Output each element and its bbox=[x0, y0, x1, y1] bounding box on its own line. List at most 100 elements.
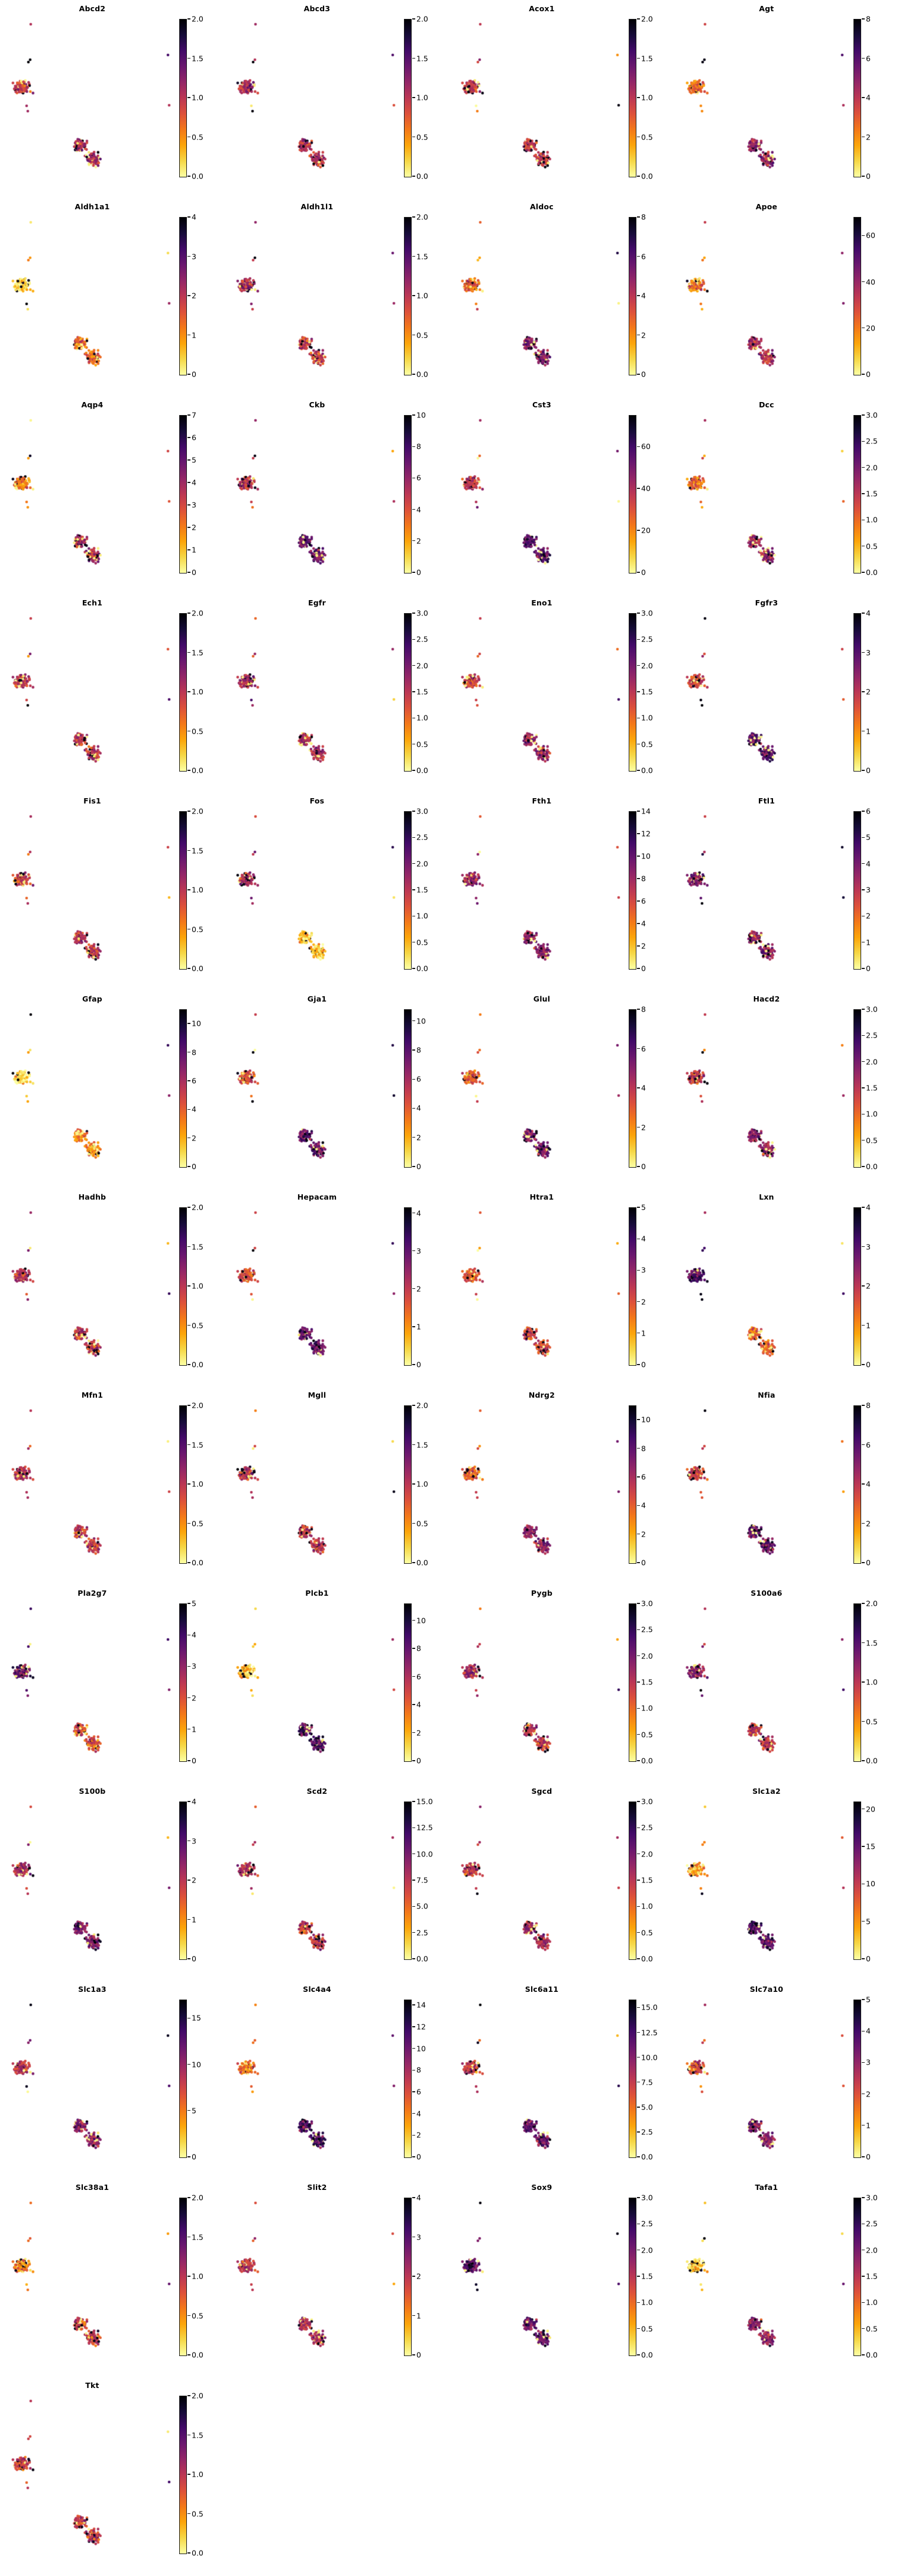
expression-colorbar bbox=[179, 217, 187, 375]
colorbar-tick-label: 2.0 bbox=[192, 2391, 203, 2400]
umap-scatter-canvas bbox=[0, 1386, 225, 1585]
colorbar-tick-label: 8 bbox=[641, 874, 646, 883]
colorbar-tick-label: 14 bbox=[641, 806, 651, 816]
colorbar-tick-mark bbox=[862, 2354, 865, 2355]
colorbar-tick-label: 0.5 bbox=[192, 1519, 203, 1528]
colorbar-tick-mark bbox=[637, 945, 640, 947]
colorbar-tick-label: 1.5 bbox=[641, 54, 653, 63]
colorbar-tick-label: 8 bbox=[416, 2065, 421, 2075]
colorbar-tick-label: 2 bbox=[192, 1133, 196, 1143]
colorbar-tick-mark bbox=[412, 2091, 415, 2092]
expression-colorbar bbox=[629, 1405, 636, 1564]
feature-panel-dcc: Dcc 3.0 2.5 2.0 1.5 1.0 0.5 0.0 bbox=[674, 396, 899, 594]
gene-title: Slc4a4 bbox=[303, 1985, 331, 1994]
colorbar-tick-mark bbox=[862, 1444, 865, 1446]
gene-title: Nfia bbox=[758, 1391, 775, 1399]
colorbar-tick-mark bbox=[187, 1666, 190, 1667]
colorbar-tick-label: 2.5 bbox=[641, 2219, 653, 2228]
colorbar-tick-label: 1.5 bbox=[192, 1242, 203, 1251]
gene-title: Pygb bbox=[531, 1589, 553, 1598]
colorbar-tick-label: 2 bbox=[641, 1123, 646, 1132]
colorbar-tick-label: 2 bbox=[416, 1284, 421, 1294]
colorbar-tick-mark bbox=[862, 1642, 865, 1644]
colorbar-tick-mark bbox=[412, 1760, 415, 1761]
colorbar-tick-label: 1.0 bbox=[641, 93, 653, 102]
colorbar-tick-mark bbox=[412, 1166, 415, 1167]
gene-title: Sgcd bbox=[531, 1787, 552, 1796]
colorbar-tick-mark bbox=[862, 97, 865, 98]
colorbar-tick-label: 3 bbox=[192, 1661, 196, 1671]
gene-title: Fth1 bbox=[532, 796, 552, 805]
colorbar-tick-mark bbox=[637, 1562, 640, 1563]
expression-colorbar bbox=[629, 811, 636, 970]
umap-scatter-canvas bbox=[674, 1981, 899, 2179]
colorbar-tick-label: 2 bbox=[641, 1297, 646, 1307]
colorbar-tick-label: 3.0 bbox=[641, 1599, 653, 1608]
feature-panel-slc38a1: Slc38a1 2.0 1.5 1.0 0.5 0.0 bbox=[0, 2179, 225, 2377]
gene-title: Agt bbox=[759, 4, 774, 13]
colorbar-tick-label: 0.5 bbox=[416, 1519, 428, 1528]
colorbar-tick-label: 7 bbox=[192, 410, 196, 420]
umap-scatter-canvas bbox=[225, 1981, 450, 2179]
colorbar-tick-label: 8 bbox=[416, 1045, 421, 1055]
colorbar-tick-mark bbox=[637, 2354, 640, 2355]
feature-panel-sox9: Sox9 3.0 2.5 2.0 1.5 1.0 0.5 0.0 bbox=[450, 2179, 674, 2377]
expression-colorbar bbox=[404, 1603, 412, 1762]
expression-colorbar bbox=[853, 2198, 861, 2356]
colorbar-tick-label: 0.5 bbox=[416, 132, 428, 141]
colorbar-tick-label: 1.0 bbox=[641, 1901, 653, 1911]
colorbar-tick-mark bbox=[412, 1364, 415, 1365]
colorbar-tick-mark bbox=[637, 1681, 640, 1683]
expression-colorbar bbox=[853, 19, 861, 177]
colorbar-tick-label: 4 bbox=[192, 1104, 196, 1114]
colorbar-tick-label: 0.0 bbox=[866, 1162, 878, 1171]
expression-colorbar bbox=[853, 2000, 861, 2158]
colorbar-tick-label: 0 bbox=[416, 1360, 421, 1369]
umap-scatter-canvas bbox=[0, 1188, 225, 1386]
colorbar-tick-mark bbox=[412, 446, 415, 447]
colorbar-tick-label: 2 bbox=[866, 911, 871, 921]
colorbar-tick-label: 1 bbox=[866, 938, 871, 947]
colorbar-tick-label: 20 bbox=[641, 526, 651, 535]
colorbar-tick-mark bbox=[187, 1760, 190, 1761]
colorbar-tick-label: 0 bbox=[641, 964, 646, 973]
colorbar-tick-mark bbox=[187, 459, 190, 461]
colorbar-tick-mark bbox=[412, 2112, 415, 2114]
colorbar-tick-label: 1.0 bbox=[641, 2298, 653, 2307]
colorbar-tick-mark bbox=[412, 2047, 415, 2049]
colorbar-tick-label: 3 bbox=[866, 885, 871, 895]
colorbar-tick-mark bbox=[187, 850, 190, 851]
colorbar-tick-label: 8 bbox=[641, 1005, 646, 1014]
feature-panel-ckb: Ckb 10 8 6 4 2 0 bbox=[225, 396, 450, 594]
gene-title: Glul bbox=[533, 994, 551, 1003]
colorbar-tick-mark bbox=[412, 1078, 415, 1080]
feature-panel-fos: Fos 3.0 2.5 2.0 1.5 1.0 0.5 0.0 bbox=[225, 792, 450, 990]
colorbar-tick-mark bbox=[862, 1720, 865, 1722]
colorbar-tick-mark bbox=[412, 1732, 415, 1733]
colorbar-tick-label: 0 bbox=[416, 1756, 421, 1765]
colorbar-tick-label: 0.0 bbox=[416, 1954, 428, 1963]
colorbar-tick-label: 1.0 bbox=[866, 515, 878, 524]
colorbar-tick-label: 6 bbox=[866, 54, 871, 63]
colorbar-tick-label: 8 bbox=[866, 1401, 871, 1410]
colorbar-tick-label: 40 bbox=[866, 277, 875, 287]
feature-panel-scd2: Scd2 15.0 12.5 10.0 7.5 5.0 2.5 0.0 bbox=[225, 1783, 450, 1981]
colorbar-tick-label: 1.0 bbox=[641, 1703, 653, 1713]
colorbar-tick-label: 1 bbox=[641, 1328, 646, 1338]
colorbar-tick-label: 60 bbox=[866, 231, 875, 240]
feature-panel-slc1a3: Slc1a3 15 10 5 0 bbox=[0, 1981, 225, 2179]
colorbar-tick-mark bbox=[412, 1676, 415, 1677]
colorbar-tick-label: 2 bbox=[866, 2089, 871, 2099]
colorbar-tick-label: 1 bbox=[416, 1322, 421, 1331]
feature-panel-aldh1l1: Aldh1l1 2.0 1.5 1.0 0.5 0.0 bbox=[225, 198, 450, 396]
colorbar-tick-label: 0.0 bbox=[416, 370, 428, 379]
umap-scatter-canvas bbox=[225, 1188, 450, 1386]
colorbar-tick-mark bbox=[637, 665, 640, 666]
colorbar-tick-label: 0.5 bbox=[192, 132, 203, 141]
colorbar-tick-mark bbox=[412, 863, 415, 864]
colorbar-tick-mark bbox=[637, 1655, 640, 1657]
colorbar-tick-label: 5.0 bbox=[416, 1901, 428, 1911]
colorbar-tick-mark bbox=[637, 1419, 640, 1420]
colorbar-tick-label: 2.5 bbox=[416, 1928, 428, 1937]
colorbar-tick-mark bbox=[637, 2156, 640, 2157]
